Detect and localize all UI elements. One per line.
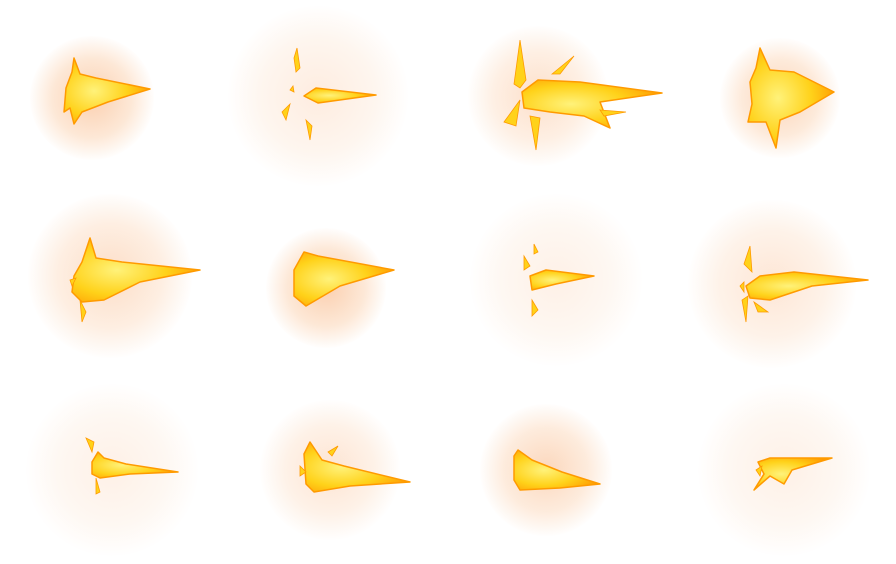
flash-spark (293, 47, 301, 73)
flash-spark (305, 118, 313, 141)
flash-spark (743, 245, 753, 274)
flash-core (753, 457, 833, 491)
flash-spark (299, 465, 307, 477)
flash-spark (69, 277, 77, 288)
flash-core (303, 441, 411, 493)
flash-spark (755, 465, 763, 478)
flash-core (91, 451, 179, 479)
flash-spark (529, 115, 541, 151)
flash-spark (79, 299, 87, 323)
flash-spark (281, 102, 291, 122)
flash-spark (513, 39, 527, 89)
flash-spark (739, 281, 745, 294)
flash-spark (753, 300, 770, 313)
flash-spark (531, 298, 539, 317)
flash-spark (327, 445, 339, 457)
flash-core (747, 47, 835, 149)
flash-spark (523, 254, 531, 271)
flash-core (513, 449, 601, 491)
flash-spark (95, 477, 101, 495)
flash-spark (503, 99, 521, 127)
flash-core (293, 251, 395, 307)
flash-spark (85, 437, 95, 454)
flash-spark (289, 85, 295, 93)
flash-spark (550, 55, 575, 75)
flash-spark (599, 109, 627, 117)
flash-core (745, 271, 869, 301)
flash-core (63, 57, 151, 125)
flash-spark (533, 243, 539, 255)
flash-core (529, 269, 595, 291)
flash-core (303, 87, 377, 104)
flash-spark (741, 295, 749, 323)
flash-core (71, 237, 201, 303)
